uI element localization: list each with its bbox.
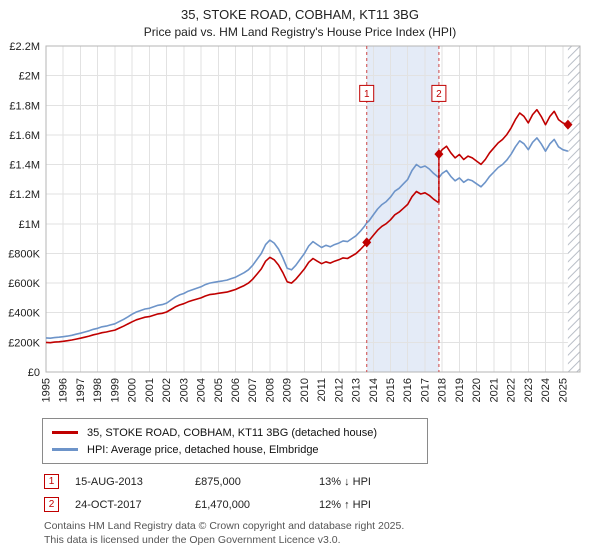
legend-label-property: 35, STOKE ROAD, COBHAM, KT11 3BG (detach… [87,426,377,439]
property-line-swatch [52,431,78,435]
sale-2-date: 24-OCT-2017 [75,498,142,511]
sale-flag-number: 1 [364,89,370,100]
y-tick-label: £400K [8,308,40,320]
latest-estimate-marker [563,119,573,130]
sale-2-price: £1,470,000 [195,498,251,511]
x-tick-label: 2019 [454,378,466,402]
x-tick-label: 2015 [385,378,397,402]
sale-flag-number: 2 [436,89,442,100]
page-title: 35, STOKE ROAD, COBHAM, KT11 3BG [181,7,419,22]
gridlines [45,45,580,373]
hpi-line [45,137,569,340]
x-tick-label: 2000 [127,378,139,402]
x-tick-label: 2012 [333,378,345,402]
license-footer: Contains HM Land Registry data © Crown c… [44,520,600,547]
y-tick-label: £600K [8,278,40,290]
y-tick-label: £1.2M [9,189,40,201]
x-tick-label: 2010 [299,378,311,402]
x-tick-label: 2022 [506,378,518,402]
x-tick-label: 2020 [471,378,483,402]
sale-annotation-1: 1 15-AUG-2013 £875,000 13% ↓ HPI [44,474,600,490]
sale-flag-box [359,85,375,103]
sale-1-hpi-diff: 13% ↓ HPI [319,475,371,488]
x-tick-label: 2011 [316,378,328,402]
x-tick-label: 2007 [247,378,259,402]
sale-annotation-2: 2 24-OCT-2017 £1,470,000 12% ↑ HPI [44,497,600,513]
x-tick-label: 1995 [41,378,53,402]
y-tick-label: £2M [19,71,40,83]
property-price-line [45,109,569,344]
legend-item-hpi: HPI: Average price, detached house, Elmb… [52,441,418,458]
y-tick-label: £200K [8,338,40,350]
sale-1-date: 15-AUG-2013 [75,475,143,488]
footer-line-1: Contains HM Land Registry data © Crown c… [44,520,405,533]
y-tick-label: £0 [28,367,40,379]
x-tick-label: 1997 [75,378,87,402]
legend-label-hpi: HPI: Average price, detached house, Elmb… [87,443,319,456]
sale-flag-box [431,85,447,103]
chart-legend: 35, STOKE ROAD, COBHAM, KT11 3BG (detach… [42,418,428,465]
x-tick-label: 1998 [92,378,104,402]
x-tick-label: 2021 [488,378,500,402]
legend-item-property: 35, STOKE ROAD, COBHAM, KT11 3BG (detach… [52,424,418,441]
x-tick-label: 2004 [196,378,208,402]
x-tick-label: 2002 [161,378,173,402]
footer-line-2: This data is licensed under the Open Gov… [44,533,341,546]
x-tick-label: 2014 [368,378,380,402]
sale-1-marker: 1 [44,474,59,490]
x-tick-label: 2024 [540,378,552,402]
sale-2-marker: 2 [44,497,59,513]
y-tick-label: £2.2M [9,41,40,53]
x-tick-label: 2008 [264,378,276,402]
y-tick-label: £800K [8,249,40,261]
x-tick-label: 1996 [58,378,70,402]
y-tick-label: £1.6M [9,130,40,142]
x-tick-label: 2025 [557,378,569,402]
y-tick-label: £1.8M [9,101,40,113]
price-chart: 1 2 £0 £200K £400K £600K £800K £1M £1.2M £1.4M £1.… [8,41,581,403]
no-data-hatch [567,46,580,373]
sale-point-marker [362,237,372,248]
x-tick-label: 2016 [402,378,414,402]
sale-2-hpi-diff: 12% ↑ HPI [319,498,371,511]
hpi-line-swatch [52,448,78,452]
x-tick-label: 2017 [420,378,432,402]
x-tick-label: 2003 [178,378,190,402]
sale-point-marker [434,149,444,160]
x-tick-label: 2006 [230,378,242,402]
x-tick-label: 2023 [523,378,535,402]
x-tick-label: 2001 [144,378,156,402]
sale-1-price: £875,000 [195,475,241,488]
x-tick-label: 2013 [351,378,363,402]
x-tick-label: 2018 [437,378,449,402]
x-tick-label: 2009 [282,378,294,402]
x-tick-label: 1999 [109,378,121,402]
y-tick-label: £1M [19,219,40,231]
chart-header: 35, STOKE ROAD, COBHAM, KT11 3BG Price p… [0,0,600,40]
page-subtitle: Price paid vs. HM Land Registry's House … [143,25,457,40]
x-tick-label: 2005 [213,378,225,402]
plot-border [45,45,581,373]
sale-annotations: 1 15-AUG-2013 £875,000 13% ↓ HPI 2 24-OC… [44,474,600,513]
y-tick-label: £1.4M [9,160,40,172]
